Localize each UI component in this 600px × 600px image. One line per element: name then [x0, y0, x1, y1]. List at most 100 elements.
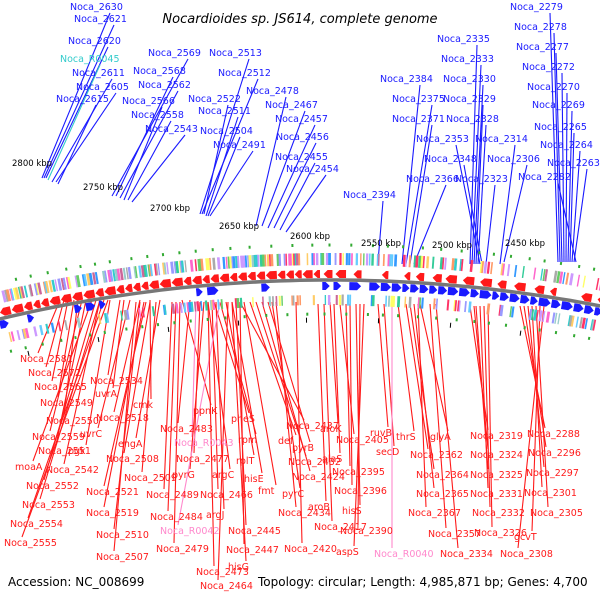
forward-gene-label[interactable]: Noca_2270 [527, 82, 580, 93]
forward-gene-label[interactable]: Noca_2615 [56, 94, 109, 105]
forward-gene-label[interactable]: Noca_2621 [74, 14, 127, 25]
reverse-gene-label[interactable]: Noca_2445 [228, 526, 281, 537]
forward-gene-label[interactable]: Noca_2394 [343, 190, 396, 201]
reverse-gene-label[interactable]: Noca_2288 [527, 429, 580, 440]
reverse-gene-label[interactable]: aroB [308, 502, 330, 513]
reverse-gene-label[interactable]: Noca_2367 [408, 508, 461, 519]
reverse-gene-label[interactable]: Noca_2432 [288, 457, 341, 468]
forward-gene-label[interactable]: Noca_2335 [437, 34, 490, 45]
reverse-gene-label[interactable]: Noca_2308 [500, 549, 553, 560]
forward-gene-label[interactable]: Noca_2306 [487, 154, 540, 165]
reverse-gene-label[interactable]: uvrC [80, 429, 103, 440]
forward-gene-label[interactable]: Noca_2558 [131, 110, 184, 121]
reverse-gene-label[interactable]: Noca_2559 [32, 432, 85, 443]
forward-gene-label[interactable]: Noca_2562 [138, 80, 191, 91]
reverse-gene-label[interactable]: aroK [320, 424, 342, 435]
forward-gene-label[interactable]: Noca_2314 [475, 134, 528, 145]
reverse-gene-label[interactable]: Noca_2362 [410, 450, 463, 461]
reverse-gene-label[interactable]: Noca_2464 [200, 581, 253, 592]
forward-gene-label[interactable]: Noca_2605 [76, 82, 129, 93]
forward-gene-label[interactable]: Noca_2353 [416, 134, 469, 145]
reverse-gene-label[interactable]: Noca_2326 [474, 528, 527, 539]
reverse-gene-label[interactable]: Noca_R0040 [374, 549, 434, 560]
reverse-gene-label[interactable]: Noca_2331 [470, 489, 523, 500]
forward-gene-label[interactable]: Noca_2328 [446, 114, 499, 125]
reverse-gene-label[interactable]: Noca_2390 [340, 526, 393, 537]
reverse-gene-label[interactable]: Noca_2484 [150, 512, 203, 523]
reverse-gene-label[interactable]: Noca_R0042 [160, 526, 220, 537]
forward-gene-label[interactable]: Noca_2504 [200, 126, 253, 137]
reverse-gene-label[interactable]: thrS [396, 432, 416, 443]
reverse-gene-label[interactable]: rpm [238, 435, 257, 446]
reverse-gene-label[interactable]: aspS [336, 547, 359, 558]
forward-gene-label[interactable]: Noca_2348 [424, 154, 477, 165]
reverse-gene-label[interactable]: def [278, 436, 294, 447]
reverse-gene-label[interactable]: Noca_2364 [416, 470, 469, 481]
forward-gene-label[interactable]: Noca_2456 [276, 132, 329, 143]
reverse-gene-label[interactable]: ruvB [370, 428, 392, 439]
reverse-gene-label[interactable]: Noca_2357 [428, 529, 481, 540]
reverse-gene-label[interactable]: Noca_2507 [96, 552, 149, 563]
reverse-gene-label[interactable]: hisG [228, 562, 249, 573]
forward-gene-label[interactable]: Noca_2366 [406, 174, 459, 185]
forward-gene-label[interactable]: Noca_2330 [443, 74, 496, 85]
reverse-gene-label[interactable]: Noca_2555 [4, 538, 57, 549]
reverse-gene-label[interactable]: Noca_2395 [332, 467, 385, 478]
reverse-gene-label[interactable]: Noca_2473 [196, 567, 249, 578]
forward-gene-label[interactable]: Noca_2611 [72, 68, 125, 79]
reverse-gene-label[interactable]: glyA [430, 432, 451, 443]
forward-gene-label[interactable]: Noca_2620 [68, 36, 121, 47]
reverse-gene-label[interactable]: Noca_2581 [20, 354, 73, 365]
reverse-gene-label[interactable]: Noca_2417 [314, 522, 367, 533]
reverse-gene-label[interactable]: hisE [244, 474, 264, 485]
forward-gene-label[interactable]: Noca_2568 [133, 66, 186, 77]
reverse-gene-label[interactable]: argC [212, 470, 235, 481]
reverse-gene-label[interactable]: gcvT [514, 532, 537, 543]
forward-gene-label[interactable]: Noca_2278 [514, 22, 567, 33]
reverse-gene-label[interactable]: Noca_2521 [86, 487, 139, 498]
reverse-gene-label[interactable]: Noca_2477 [176, 454, 229, 465]
forward-gene-label[interactable]: Noca_2277 [516, 42, 569, 53]
forward-gene-label[interactable]: Noca_2272 [522, 62, 575, 73]
reverse-gene-label[interactable]: Noca_2549 [40, 398, 93, 409]
reverse-gene-label[interactable]: Noca_2552 [26, 481, 79, 492]
reverse-gene-label[interactable]: alaS [322, 454, 342, 465]
reverse-gene-label[interactable]: Noca_2296 [528, 448, 581, 459]
reverse-gene-label[interactable]: fmt [258, 486, 275, 497]
reverse-gene-label[interactable]: Noca_2466 [200, 490, 253, 501]
forward-gene-label[interactable]: Noca_2375 [392, 94, 445, 105]
reverse-gene-label[interactable]: rplT [236, 456, 255, 467]
reverse-gene-label[interactable]: Noca_2420 [284, 544, 337, 555]
forward-gene-label[interactable]: Noca_2630 [70, 2, 123, 13]
forward-gene-label[interactable]: Noca_2333 [441, 54, 494, 65]
forward-gene-label[interactable]: Noca_R0045 [60, 54, 120, 65]
reverse-gene-label[interactable]: Noca_2550 [46, 416, 99, 427]
forward-gene-label[interactable]: Noca_2265 [534, 122, 587, 133]
reverse-gene-label[interactable]: pheS [231, 414, 255, 425]
reverse-gene-label[interactable]: Noca_2297 [526, 468, 579, 479]
forward-gene-label[interactable]: Noca_2566 [122, 96, 175, 107]
reverse-gene-label[interactable]: Noca_2534 [90, 376, 143, 387]
reverse-gene-label[interactable]: Noca_2325 [470, 470, 523, 481]
reverse-gene-label[interactable]: Noca_2489 [146, 490, 199, 501]
reverse-gene-label[interactable]: Noca_2424 [292, 472, 345, 483]
forward-gene-label[interactable]: Noca_2522 [188, 94, 241, 105]
reverse-gene-label[interactable]: pyrB [292, 443, 314, 454]
reverse-gene-label[interactable]: Noca_2572 [28, 368, 81, 379]
forward-gene-label[interactable]: Noca_2371 [392, 114, 445, 125]
forward-gene-label[interactable]: Noca_2569 [148, 48, 201, 59]
forward-gene-label[interactable]: Noca_2323 [455, 174, 508, 185]
reverse-gene-label[interactable]: hisS [342, 506, 362, 517]
forward-gene-label[interactable]: Noca_2491 [213, 140, 266, 151]
forward-gene-label[interactable]: Noca_2454 [286, 164, 339, 175]
reverse-gene-label[interactable]: Noca_2479 [156, 544, 209, 555]
reverse-gene-label[interactable]: Noca_2324 [470, 450, 523, 461]
reverse-gene-label[interactable]: Noca_2305 [530, 508, 583, 519]
reverse-gene-label[interactable]: Noca_2405 [336, 435, 389, 446]
forward-gene-label[interactable]: Noca_2513 [209, 48, 262, 59]
forward-gene-label[interactable]: Noca_2384 [380, 74, 433, 85]
reverse-gene-label[interactable]: Noca_2396 [334, 486, 387, 497]
forward-gene-label[interactable]: Noca_2478 [246, 86, 299, 97]
forward-gene-label[interactable]: Noca_2455 [275, 152, 328, 163]
reverse-gene-label[interactable]: cmk [133, 400, 153, 411]
